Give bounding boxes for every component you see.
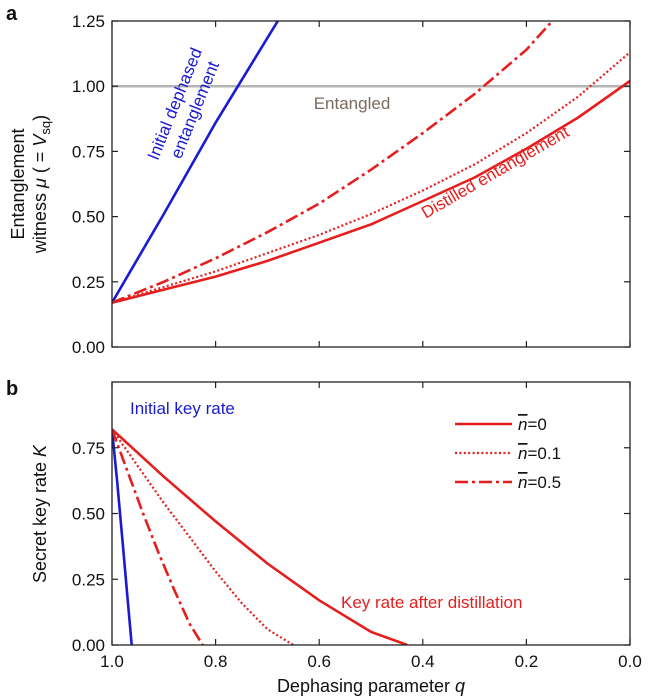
panel-a-series-1 — [112, 79, 630, 304]
panel-a-ylabel-line1: Entanglement — [8, 128, 28, 239]
key-rate-after-label: Key rate after distillation — [341, 593, 522, 612]
panel-b-ytick-label: 0.50 — [72, 505, 105, 524]
panel-b-xtick-label: 0.8 — [204, 652, 228, 671]
panel-a-ytick-label: 1.00 — [72, 77, 105, 96]
legend-label-0: n=0 — [518, 415, 547, 434]
ylabel-v: V — [30, 133, 50, 147]
panel-b-ytick-label: 0.75 — [72, 439, 105, 458]
panel-b-ytick-label: 0.25 — [72, 570, 105, 589]
legend-value: =0.5 — [527, 473, 561, 492]
panel-b-series — [112, 428, 408, 645]
ylabel-b-k: K — [30, 444, 50, 457]
legend-label-2: n=0.5 — [518, 473, 561, 492]
panel-b-series-3 — [112, 428, 204, 645]
panel-a-ytick-label: 1.25 — [72, 12, 105, 31]
panel-a-ytick-label: 0.00 — [72, 338, 105, 357]
panel-a-series-3 — [112, 21, 554, 304]
panel-a-series-2 — [112, 51, 630, 304]
panel-a-ytick-label: 0.50 — [72, 208, 105, 227]
panel-a-series-0 — [112, 21, 279, 304]
panel-b-ticks: 0.00 0.25 0.50 0.75 1.0 0.8 0.6 0.4 0.2 0.0 — [72, 382, 642, 671]
panel-a-ytick-label: 0.25 — [72, 273, 105, 292]
panel-b-series-2 — [112, 428, 294, 645]
panel-b: b 0.00 0.25 0.50 0.75 1.0 0.8 0.6 0.4 0.2 0.0 Sec… — [6, 378, 642, 696]
panel-a-series — [112, 21, 630, 304]
legend: n=0n=0.1n=0.5 — [455, 415, 561, 492]
panel-b-xtick-label: 0.0 — [618, 652, 642, 671]
xlabel-q: q — [455, 676, 465, 696]
panel-b-xtick-label: 0.2 — [515, 652, 539, 671]
panel-a-label: a — [6, 3, 18, 25]
panel-b-series-0 — [112, 429, 133, 645]
panel-a-ytick-label: 0.75 — [72, 142, 105, 161]
legend-nbar: n — [518, 473, 527, 492]
panel-b-ytick-label: 0.00 — [72, 636, 105, 655]
panel-b-xtick-label: 1.0 — [100, 652, 124, 671]
panel-b-xtick-label: 0.4 — [411, 652, 435, 671]
xlabel-prefix: Dephasing parameter — [277, 676, 455, 696]
ylabel-prefix: witness — [30, 188, 50, 254]
distilled-entanglement-label: Distilled entanglement — [418, 122, 573, 222]
ylabel-mid: ( = — [30, 147, 50, 179]
initial-key-rate-label: Initial key rate — [130, 399, 235, 418]
panel-b-ylabel: Secret key rate K — [30, 444, 50, 583]
legend-nbar: n — [518, 415, 527, 434]
ylabel-sub: sq — [38, 121, 53, 135]
panel-a-frame — [111, 20, 631, 348]
panel-b-label: b — [6, 378, 18, 400]
legend-value: =0.1 — [527, 444, 561, 463]
entangled-label: Entangled — [314, 94, 391, 113]
panel-b-xlabel: Dephasing parameter q — [277, 676, 465, 696]
panel-a-ylabel-line2: witness μ ( = Vsq) — [30, 115, 53, 254]
panel-a: a 0.000.250.500.751.001.25 Entanglement … — [6, 3, 631, 357]
panel-b-xtick-label: 0.6 — [307, 652, 331, 671]
legend-label-1: n=0.1 — [518, 444, 561, 463]
legend-value: =0 — [527, 415, 546, 434]
panel-b-series-1 — [112, 428, 408, 645]
panel-a-ticks: 0.00 0.25 0.50 0.75 1.00 1.25 — [72, 12, 631, 357]
ylabel-b-prefix: Secret key rate — [30, 457, 50, 583]
ylabel-mu: μ — [30, 178, 50, 189]
ylabel-suffix: ) — [30, 115, 50, 121]
legend-nbar: n — [518, 444, 527, 463]
